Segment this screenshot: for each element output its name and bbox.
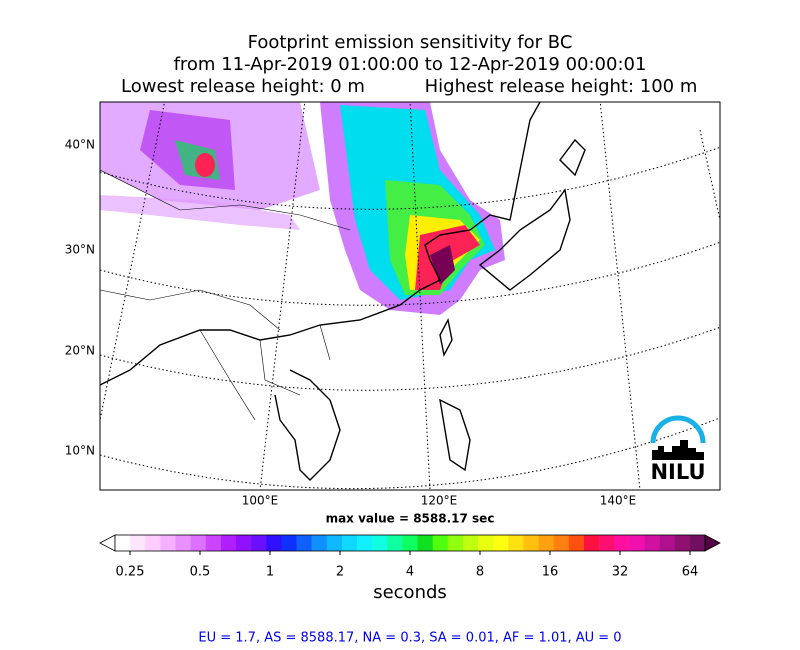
map: [100, 102, 720, 490]
colorbar-segment: [115, 535, 131, 551]
lat-label: 30°N: [65, 243, 95, 257]
colorbar-segment: [220, 535, 237, 551]
colorbar-tick-label: 0.25: [116, 565, 145, 580]
colorbar-segment: [311, 535, 328, 551]
colorbar-tick-label: 1: [266, 565, 274, 580]
colorbar-segment: [523, 535, 539, 551]
colorbar-tick-label: 2: [336, 565, 344, 580]
colorbar-segment: [205, 535, 222, 551]
colorbar-segment: [674, 535, 691, 551]
logo-text: NILU: [650, 460, 705, 484]
colorbar: 0.25 0.5 1 2 4 8 16 32 64: [99, 534, 721, 580]
colorbar-segment: [462, 535, 479, 551]
colorbar-segment: [266, 535, 282, 551]
map-frame: [99, 101, 721, 491]
colorbar-segment: [341, 535, 358, 551]
colorbar-segment: [387, 535, 403, 551]
colorbar-segment: [190, 535, 207, 551]
colorbar-segment: [644, 535, 660, 551]
colorbar-segment: [372, 535, 388, 551]
lat-label: 10°N: [65, 444, 95, 458]
footer: EU = 1.7, AS = 8588.17, NA = 0.3, SA = 0…: [198, 631, 621, 646]
colorbar-segment: [568, 535, 585, 551]
colorbar-segment: [689, 535, 706, 551]
colorbar-segment: [553, 535, 570, 551]
lon-label: 140°E: [600, 494, 637, 508]
colorbar-tick-label: 4: [406, 565, 414, 580]
colorbar-extend: [704, 534, 721, 552]
colorbar-segment: [614, 535, 630, 551]
colorbar-segment: [326, 535, 343, 551]
colorbar-segment: [357, 535, 373, 551]
colorbar-segment: [583, 535, 600, 551]
colorbar-tick-label: 16: [542, 565, 559, 580]
colorbar-segment: [281, 535, 297, 551]
colorbar-tick-label: 32: [612, 565, 629, 580]
colorbar-segment: [402, 535, 418, 551]
subtitle: from 11-Apr-2019 01:00:00 to 12-Apr-2019…: [174, 54, 647, 75]
max-value: max value = 8588.17 sec: [326, 512, 495, 526]
title: Footprint emission sensitivity for BC: [248, 32, 573, 53]
colorbar-segment: [629, 535, 645, 551]
colorbar-segment: [417, 535, 433, 551]
colorbar-tick-label: 64: [682, 565, 699, 580]
colorbar-segment: [599, 535, 615, 551]
colorbar-tick-label: 8: [476, 565, 484, 580]
colorbar-segment: [251, 535, 267, 551]
colorbar-segment: [538, 535, 555, 551]
colorbar-segment: [145, 535, 161, 551]
colorbar-segment: [432, 535, 449, 551]
colorbar-segment: [493, 535, 509, 551]
colorbar-segment: [236, 535, 252, 551]
lon-label: 100°E: [242, 494, 279, 508]
colorbar-segment: [296, 535, 312, 551]
colorbar-segment: [659, 535, 676, 551]
lat-label: 40°N: [65, 138, 95, 152]
colorbar-segment: [130, 535, 146, 551]
colorbar-segment: [508, 535, 524, 551]
colorbar-segment: [160, 535, 176, 551]
colorbar-segment: [447, 535, 464, 551]
release-high: Highest release height: 100 m: [425, 76, 698, 97]
logo: NILU: [650, 415, 706, 484]
colorbar-segment: [478, 535, 494, 551]
colorbar-label: seconds: [373, 582, 447, 603]
release-low: Lowest release height: 0 m: [121, 76, 365, 97]
lat-label: 20°N: [65, 344, 95, 358]
colorbar-segment: [175, 535, 191, 551]
colorbar-tick-label: 0.5: [190, 565, 211, 580]
colorbar-extend: [99, 534, 116, 552]
lon-label: 120°E: [421, 494, 458, 508]
